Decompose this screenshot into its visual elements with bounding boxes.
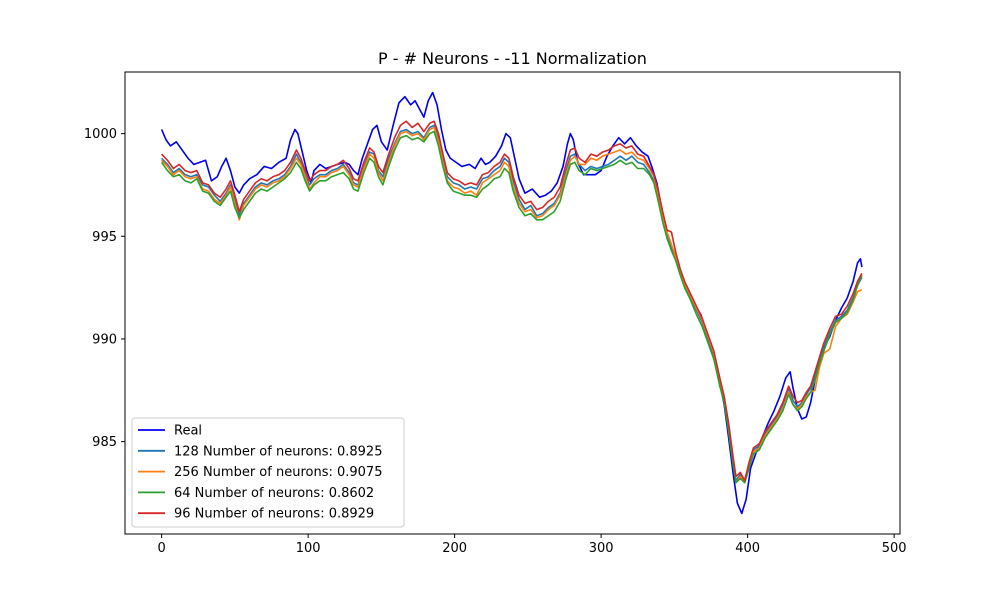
x-tick-label: 400 [735, 541, 760, 556]
legend-label: 256 Number of neurons: 0.9075 [174, 465, 382, 480]
y-tick-label: 990 [92, 332, 117, 347]
y-tick-label: 1000 [84, 127, 117, 142]
legend-box [131, 417, 405, 528]
x-tick-label: 0 [157, 541, 165, 556]
series-line-3 [160, 130, 863, 484]
series-line-0 [160, 91, 863, 515]
legend-label: 96 Number of neurons: 0.8929 [174, 507, 374, 522]
legend-label: Real [174, 424, 202, 439]
x-axis: 0 100 200 300 400 500 [157, 534, 907, 556]
x-tick-label: 200 [442, 541, 467, 556]
legend-label: 128 Number of neurons: 0.8925 [174, 444, 382, 459]
x-tick-label: 500 [882, 541, 907, 556]
y-axis: 985 990 995 1000 [84, 127, 125, 450]
x-tick-label: 100 [296, 541, 321, 556]
x-tick-label: 300 [589, 541, 614, 556]
plot-frame [124, 71, 901, 535]
chart-title: P - # Neurons - -11 Normalization [378, 49, 647, 68]
series-layer [160, 91, 863, 515]
y-tick-label: 995 [92, 230, 117, 245]
legend: Real 128 Number of neurons: 0.8925 256 Num… [131, 417, 405, 528]
y-tick-label: 985 [92, 435, 117, 450]
legend-label: 64 Number of neurons: 0.8602 [174, 486, 374, 501]
series-line-4 [161, 120, 863, 482]
